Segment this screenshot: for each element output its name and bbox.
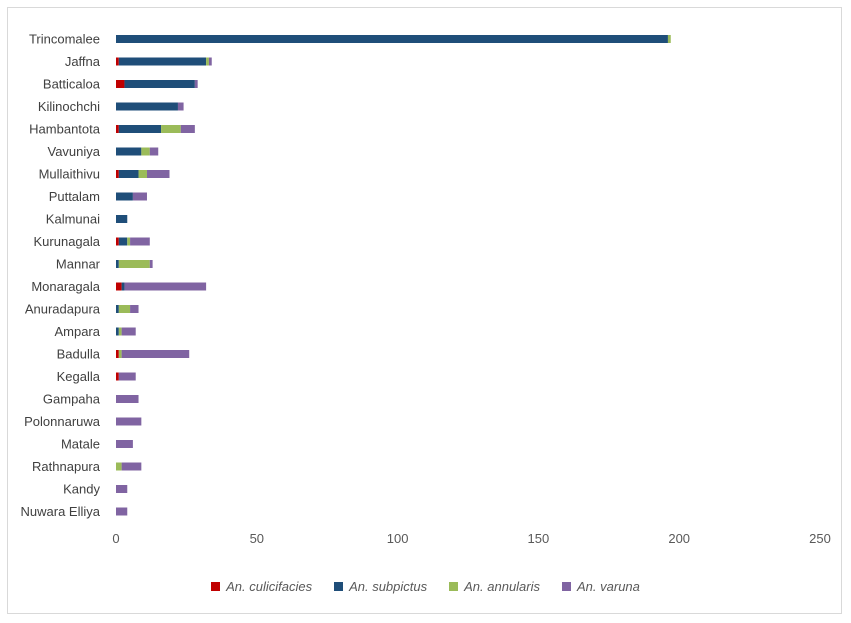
bar-segment [118, 305, 131, 313]
bar-segment [116, 125, 119, 133]
category-label: Rathnapura [32, 459, 101, 474]
legend-label: An. subpictus [349, 579, 428, 594]
bar-segment [116, 417, 142, 426]
bar-segment [146, 170, 170, 178]
bar-segment [194, 80, 198, 88]
bar-segment [118, 372, 136, 381]
bar-segment [116, 147, 142, 156]
bar-segment [208, 57, 212, 66]
legend-label: An. varuna [577, 579, 640, 594]
bar-segment [206, 57, 209, 66]
category-label: Batticaloa [43, 77, 101, 92]
bar-segment [141, 147, 150, 156]
bar-segment [149, 260, 153, 268]
category-label: Kilinochchi [38, 99, 100, 114]
category-label: Polonnaruwa [24, 414, 101, 429]
bar-segment [118, 57, 207, 66]
category-label: Jaffna [65, 54, 101, 69]
bar-segment [149, 147, 159, 156]
x-tick-label: 200 [668, 531, 690, 546]
bar-segment [118, 125, 162, 133]
x-tick-label: 0 [112, 531, 119, 546]
category-label: Kandy [63, 482, 100, 497]
bar-segment [116, 282, 122, 291]
bar-segment [116, 507, 128, 516]
bar-segment [118, 260, 150, 268]
category-label: Kegalla [57, 369, 101, 384]
bar-segment [116, 440, 133, 448]
bar-segment [124, 282, 207, 291]
bar-segment [116, 485, 128, 493]
category-label: Ampara [54, 324, 100, 339]
bar-segment [138, 170, 147, 178]
bar-segment [121, 350, 190, 358]
category-label: Trincomalee [29, 32, 100, 47]
bar-segment [116, 305, 119, 313]
legend-swatch [334, 582, 344, 591]
legend-label: An. culicifacies [226, 579, 313, 594]
bar-segment [116, 215, 128, 223]
category-label: Kurunagala [34, 234, 101, 249]
bar-segment [130, 305, 139, 313]
bar-segment [118, 327, 122, 336]
category-label: Kalmunai [46, 212, 100, 227]
bar-segment [121, 282, 125, 291]
bar-segment [116, 327, 119, 336]
bar-segment [121, 462, 142, 471]
bar-segment [116, 350, 119, 358]
legend-swatch [449, 582, 459, 591]
chart-legend: An. culicifacies An. subpictus An. annular… [0, 579, 851, 594]
bar-segment [116, 372, 119, 381]
category-label: Mannar [56, 257, 101, 272]
legend-label: An. annularis [464, 579, 541, 594]
bar-segment [667, 35, 671, 43]
legend-swatch [211, 582, 221, 591]
bar-segment [118, 170, 139, 178]
legend-item: An. varuna [562, 579, 640, 594]
category-label: Badulla [57, 347, 101, 362]
x-tick-label: 100 [387, 531, 409, 546]
bar-segment [116, 237, 119, 246]
legend-item: An. subpictus [334, 579, 427, 594]
bar-segment [161, 125, 181, 133]
category-label: Gampaha [43, 392, 101, 407]
x-tick-label: 50 [250, 531, 264, 546]
category-label: Nuwara Elliya [21, 504, 101, 519]
bar-segment [116, 57, 119, 66]
category-label: Mullaithivu [39, 167, 100, 182]
bar-segment [116, 462, 122, 471]
category-label: Anuradapura [25, 302, 101, 317]
category-label: Vavuniya [47, 144, 100, 159]
bar-segment [116, 80, 125, 88]
legend-item: An. annularis [449, 579, 540, 594]
bar-segment [130, 237, 150, 246]
legend-swatch [562, 582, 572, 591]
legend-item: An. culicifacies [211, 579, 312, 594]
category-label: Puttalam [49, 189, 100, 204]
x-tick-label: 250 [809, 531, 831, 546]
bar-segment [116, 260, 119, 268]
bar-segment [132, 192, 147, 201]
bar-segment [116, 170, 119, 178]
bar-segment [116, 102, 178, 111]
category-label: Matale [61, 437, 100, 452]
category-label: Hambantota [29, 122, 101, 137]
bar-segment [180, 125, 195, 133]
bar-segment [116, 192, 133, 201]
bar-segment [124, 80, 195, 88]
bar-segment [116, 395, 139, 403]
category-label: Monaragala [31, 279, 100, 294]
bar-segment [116, 35, 668, 43]
bar-segment [118, 237, 128, 246]
x-tick-label: 150 [528, 531, 550, 546]
bar-segment [121, 327, 136, 336]
bar-segment [177, 102, 184, 111]
bar-segment [118, 350, 122, 358]
bar-segment [127, 237, 131, 246]
